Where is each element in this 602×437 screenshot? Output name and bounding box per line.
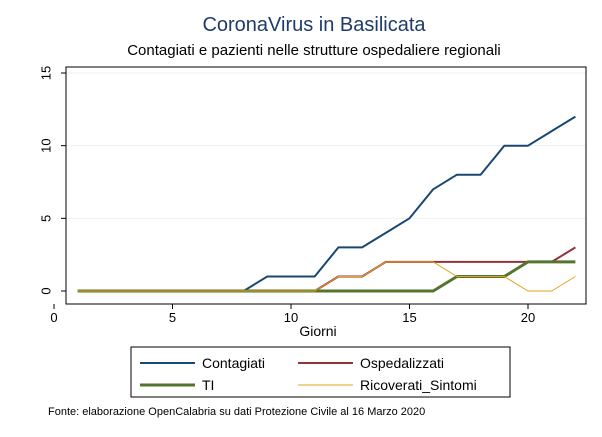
chart-title: CoronaVirus in Basilicata	[202, 14, 426, 36]
legend-label-ricoverati-sintomi: Ricoverati_Sintomi	[360, 377, 477, 393]
legend-label-ospedalizzati: Ospedalizzati	[360, 355, 444, 371]
gridlines	[66, 72, 586, 219]
source-note: Fonte: elaborazione OpenCalabria su dati…	[48, 406, 425, 418]
x-tick-label-0: 0	[50, 310, 57, 325]
y-tick-label-10: 10	[38, 138, 53, 152]
y-tick-label-15: 15	[38, 66, 53, 80]
x-axis-label: Giorni	[299, 323, 336, 339]
legend-box	[130, 346, 511, 398]
chart-subtitle: Contagiati e pazienti nelle strutture os…	[127, 42, 501, 59]
axis-ticks: 0 5 10 15 0 5 10 15 20	[38, 66, 535, 325]
y-tick-label-5: 5	[38, 215, 53, 222]
y-tick-label-0: 0	[38, 287, 53, 294]
plot-border	[65, 66, 587, 305]
legend-label-ti: TI	[202, 377, 214, 393]
series-lines	[77, 115, 576, 293]
x-tick-label-20: 20	[521, 310, 535, 325]
legend-label-contagiati: Contagiati	[202, 355, 265, 371]
legend: Contagiati Ospedalizzati TI Ricoverati_Sint…	[140, 355, 477, 393]
x-tick-label-5: 5	[169, 310, 176, 325]
x-tick-label-10: 10	[284, 310, 298, 325]
x-tick-label-15: 15	[402, 310, 416, 325]
series-line-ricoverati-sintomi	[77, 261, 576, 292]
